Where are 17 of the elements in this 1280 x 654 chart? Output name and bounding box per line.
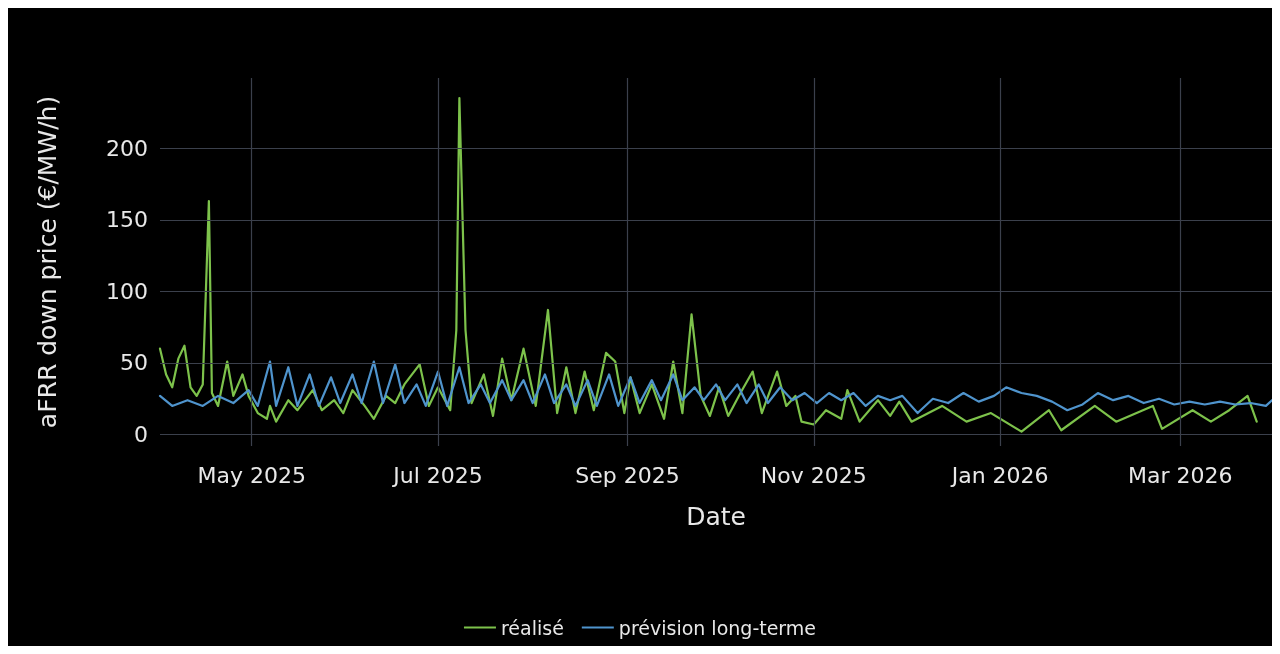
legend-label: réalisé	[500, 616, 564, 639]
line-series	[158, 360, 1272, 415]
x-tick-label: Jul 2025	[391, 462, 483, 488]
x-axis-title: Date	[686, 502, 746, 531]
y-axis-title: aFRR down price (€/MW/h)	[33, 95, 62, 429]
y-tick-label: 200	[106, 135, 148, 161]
x-tick-label: Mar 2026	[1128, 462, 1233, 488]
x-tick-label: Sep 2025	[575, 462, 680, 488]
x-tick-label: Jan 2026	[949, 462, 1049, 488]
y-tick-label: 100	[106, 278, 148, 304]
y-tick-label: 0	[134, 422, 148, 448]
x-tick-label: Nov 2025	[760, 462, 867, 488]
line-series	[158, 96, 1258, 433]
y-tick-label: 50	[120, 350, 148, 376]
legend-label: prévision long-terme	[618, 616, 817, 639]
y-tick-label: 150	[106, 207, 148, 233]
x-tick-label: May 2025	[197, 462, 306, 488]
